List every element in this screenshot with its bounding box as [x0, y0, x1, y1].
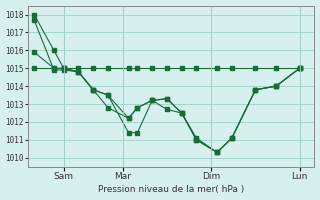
X-axis label: Pression niveau de la mer( hPa ): Pression niveau de la mer( hPa ) — [98, 185, 244, 194]
